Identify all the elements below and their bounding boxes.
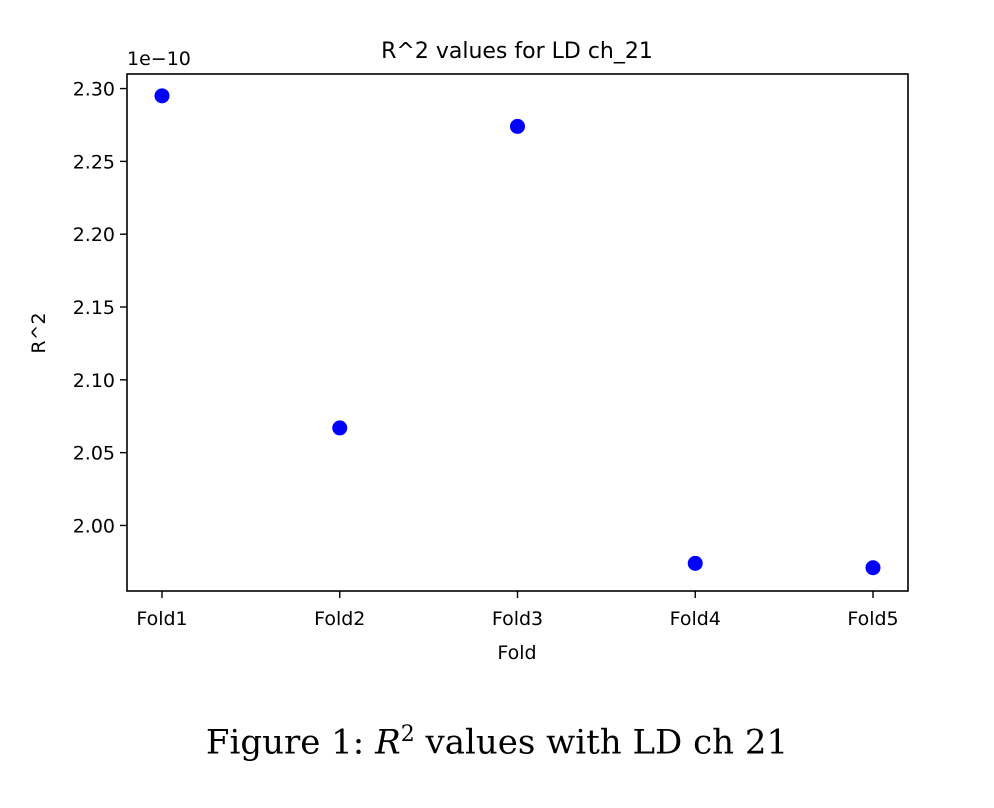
x-tick-label: Fold4: [670, 608, 721, 630]
x-axis-label: Fold: [497, 642, 536, 664]
caption-math-symbol: R: [375, 722, 401, 763]
caption-math-exponent: 2: [400, 722, 415, 747]
x-tick-label: Fold1: [136, 608, 187, 630]
y-ticks: 2.00 2.05 2.10 2.15 2.20 2.25 2.30: [73, 79, 127, 537]
x-tick-label: Fold2: [314, 608, 365, 630]
y-tick-label: 2.30: [73, 79, 115, 101]
y-tick-label: 2.15: [73, 297, 115, 319]
data-points: [154, 88, 881, 576]
y-tick-label: 2.25: [73, 151, 115, 173]
y-tick-label: 2.00: [73, 515, 115, 537]
figure-caption: Figure 1: R2 values with LD ch 21: [0, 722, 994, 762]
chart: 2.002.052.102.152.202.252.30 Fold1 Fold2 F…: [28, 39, 909, 664]
data-point: [865, 560, 881, 576]
x-ticks: Fold1 Fold2 Fold3 Fold4 Fold5: [136, 591, 899, 630]
plot-area: [126, 73, 909, 592]
y-axis-label: R^2: [28, 312, 50, 353]
y-tick-label: 2.05: [73, 443, 115, 465]
caption-label: Figure 1:: [205, 722, 365, 763]
caption-text: values with LD ch 21: [425, 722, 789, 763]
chart-title: R^2 values for LD ch_21: [381, 39, 653, 64]
x-tick-label: Fold3: [492, 608, 543, 630]
y-offset-text: 1e−10: [127, 48, 191, 70]
data-point: [154, 88, 170, 104]
data-point: [687, 555, 703, 571]
y-tick-label: 2.10: [73, 370, 115, 392]
x-tick-label: Fold5: [847, 608, 898, 630]
data-point: [510, 118, 525, 134]
data-point: [332, 420, 348, 436]
y-tick-label: 2.20: [73, 224, 115, 246]
